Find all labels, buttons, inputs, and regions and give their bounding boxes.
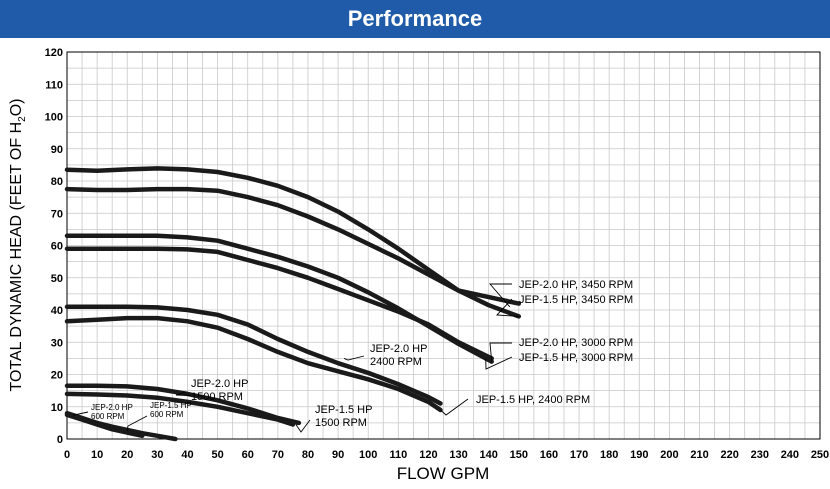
y-tick-label: 110 <box>45 79 63 91</box>
x-tick-label: 10 <box>91 449 103 461</box>
annotations: JEP-2.0 HP, 3450 RPM JEP-1.5 HP, 3450 RPM… <box>91 279 633 429</box>
annotation-label: 1500 RPM <box>191 391 243 403</box>
annotation-leader-line <box>489 342 512 362</box>
x-tick-label: 170 <box>570 449 588 461</box>
x-tick-label: 230 <box>751 449 769 461</box>
y-tick-label: 30 <box>51 337 63 349</box>
x-tick-label: 210 <box>690 449 708 461</box>
x-tick-label: 200 <box>660 449 678 461</box>
annotation-label: JEP-2.0 HP <box>370 343 427 355</box>
x-tick-label: 190 <box>630 449 648 461</box>
x-tick-label: 180 <box>600 449 618 461</box>
series-line <box>64 246 494 361</box>
annotation-label: 1500 RPM <box>315 417 367 429</box>
series-line <box>64 383 302 426</box>
annotation-label: JEP-1.5 HP, 3450 RPM <box>519 294 633 306</box>
x-tick-label: 80 <box>302 449 314 461</box>
annotation-leader-line <box>126 415 148 431</box>
x-tick-label: 220 <box>720 449 738 461</box>
x-tick-label: 140 <box>480 449 498 461</box>
x-tick-label: 120 <box>419 449 437 461</box>
annotation-label: JEP-2.0 HP, 3000 RPM <box>519 337 633 349</box>
x-tick-labels: 0 10 20 30 40 50 60 70 80 90 100 110 120 130 140 150 160… <box>64 449 829 461</box>
x-tick-label: 90 <box>332 449 344 461</box>
annotation-leaders <box>72 283 519 433</box>
x-tick-label: 110 <box>389 449 407 461</box>
annotation-label: 600 RPM <box>91 412 125 421</box>
x-tick-label: 240 <box>781 449 799 461</box>
x-tick-label: 250 <box>811 449 829 461</box>
annotation-leader-line <box>343 355 365 361</box>
y-tick-label: 60 <box>51 241 63 253</box>
annotation-leader-line <box>485 356 513 370</box>
annotation-label: JEP-1.5 HP, 2400 RPM <box>476 394 590 406</box>
chart-title: Performance <box>347 6 483 31</box>
annotation-label: JEP-2.0 HP <box>191 378 248 390</box>
performance-chart: 0 10 20 30 40 50 60 70 80 90 100 110 120 130 140 150 160… <box>8 47 829 483</box>
y-tick-label: 50 <box>51 273 63 285</box>
x-tick-label: 30 <box>151 449 163 461</box>
x-tick-label: 20 <box>121 449 133 461</box>
annotation-label: JEP-2.0 HP, 3450 RPM <box>519 279 633 291</box>
series-line <box>64 315 443 413</box>
x-tick-label: 0 <box>64 449 70 461</box>
annotation-label: 600 RPM <box>150 410 184 419</box>
y-tick-labels: 0 10 20 30 40 50 60 70 80 90 100 110 120 <box>45 47 63 446</box>
x-tick-label: 50 <box>211 449 223 461</box>
annotation-leader-line <box>496 298 519 317</box>
plot-frame <box>66 51 821 440</box>
annotation-leader-line <box>295 419 311 433</box>
annotation-label: JEP-1.5 HP <box>315 404 372 416</box>
y-tick-label: 0 <box>57 434 63 446</box>
series-line <box>64 391 296 427</box>
x-tick-label: 150 <box>510 449 528 461</box>
annotation-label: JEP-1.5 HP, 3000 RPM <box>519 352 633 364</box>
y-axis-label-main: TOTAL DYNAMIC HEAD (FEET OF H <box>8 122 25 392</box>
x-tick-label: 60 <box>242 449 254 461</box>
series <box>64 166 522 442</box>
y-axis-label: TOTAL DYNAMIC HEAD (FEET OF H2O) <box>8 99 28 392</box>
title-banner: Performance <box>0 0 830 38</box>
series-line <box>64 304 443 406</box>
annotation-leader-line <box>440 398 469 416</box>
y-tick-label: 100 <box>45 112 63 124</box>
annotation-label: JEP-1.5 HP <box>150 401 192 410</box>
x-tick-label: 40 <box>181 449 193 461</box>
x-axis-label: FLOW GPM <box>397 464 490 483</box>
y-tick-label: 10 <box>51 402 63 414</box>
series-line <box>64 410 178 442</box>
x-tick-label: 160 <box>540 449 558 461</box>
y-axis-label-tail: O) <box>8 99 25 117</box>
series-line <box>64 186 522 306</box>
y-tick-label: 70 <box>51 208 63 220</box>
annotation-leader-line <box>72 411 89 417</box>
grid <box>66 51 821 440</box>
y-tick-label: 20 <box>51 370 63 382</box>
annotation-label: JEP-2.0 HP <box>91 403 133 412</box>
annotation-label: 2400 RPM <box>370 356 422 368</box>
annotation-leader-line <box>175 391 191 396</box>
series-line <box>64 233 494 364</box>
x-tick-label: 70 <box>272 449 284 461</box>
y-axis-label-subscript: 2 <box>17 116 28 122</box>
x-tick-label: 130 <box>449 449 467 461</box>
y-tick-label: 90 <box>51 144 63 156</box>
y-tick-label: 120 <box>45 47 63 59</box>
annotation-leader-line <box>489 283 512 308</box>
x-tick-label: 100 <box>359 449 377 461</box>
y-tick-label: 80 <box>51 176 63 188</box>
y-tick-label: 40 <box>51 305 63 317</box>
